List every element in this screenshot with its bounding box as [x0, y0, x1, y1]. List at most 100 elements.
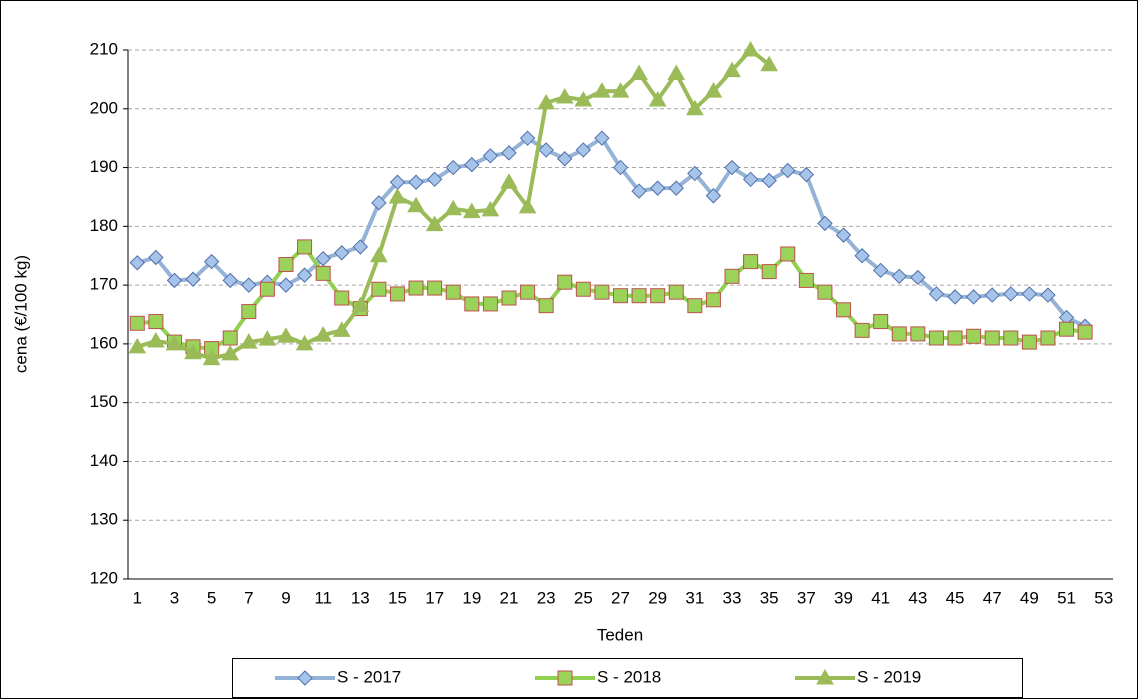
- marker: [1040, 287, 1056, 303]
- marker: [854, 248, 870, 264]
- x-tick-label: 13: [351, 588, 370, 607]
- marker: [128, 337, 147, 354]
- marker: [743, 254, 759, 270]
- marker: [575, 142, 592, 158]
- marker: [1040, 330, 1056, 346]
- marker: [817, 215, 833, 232]
- marker: [593, 82, 611, 98]
- marker: [408, 280, 424, 296]
- marker: [891, 326, 907, 342]
- marker: [165, 334, 184, 351]
- marker: [854, 322, 870, 338]
- marker: [1003, 330, 1019, 346]
- marker: [705, 292, 721, 308]
- marker: [761, 172, 777, 189]
- marker: [1077, 324, 1093, 340]
- marker: [425, 215, 444, 232]
- marker: [537, 93, 556, 110]
- marker: [278, 277, 294, 293]
- x-tick-label: 5: [207, 588, 216, 607]
- marker: [202, 349, 221, 366]
- marker: [221, 344, 240, 361]
- marker: [277, 327, 295, 343]
- marker: [557, 670, 573, 686]
- marker: [816, 668, 834, 685]
- marker: [297, 670, 313, 686]
- marker: [1059, 321, 1075, 337]
- marker: [296, 267, 313, 283]
- marker: [222, 272, 238, 289]
- marker: [518, 197, 537, 214]
- marker: [724, 159, 740, 176]
- marker: [538, 298, 554, 314]
- marker: [1021, 286, 1038, 302]
- marker: [445, 159, 461, 176]
- x-tick-label: 41: [871, 588, 890, 607]
- x-tick-label: 49: [1020, 588, 1039, 607]
- marker: [426, 171, 443, 188]
- marker: [315, 265, 331, 281]
- marker: [481, 200, 500, 217]
- marker: [501, 290, 517, 306]
- marker: [724, 268, 740, 284]
- marker: [557, 274, 573, 290]
- series-line: [136, 136, 1086, 329]
- y-tick-label: 120: [90, 568, 118, 587]
- marker: [315, 250, 331, 267]
- marker: [482, 148, 499, 164]
- marker: [966, 328, 982, 344]
- x-tick-label: 21: [500, 588, 519, 607]
- x-tick-label: 19: [462, 588, 481, 607]
- legend-box: [232, 658, 1023, 698]
- y-tick-label: 190: [90, 157, 118, 176]
- marker: [1021, 334, 1037, 350]
- legend-label: S - 2017: [337, 667, 401, 686]
- marker: [928, 330, 944, 346]
- marker: [258, 330, 277, 346]
- marker: [984, 330, 1000, 346]
- x-tick-label: 33: [723, 588, 742, 607]
- marker: [295, 334, 314, 351]
- marker: [203, 253, 220, 270]
- x-tick-label: 35: [760, 588, 779, 607]
- x-tick-label: 39: [834, 588, 853, 607]
- x-tick-label: 1: [133, 588, 142, 607]
- marker: [780, 246, 796, 262]
- marker: [166, 272, 183, 289]
- marker: [482, 296, 498, 312]
- marker: [334, 245, 350, 261]
- marker: [184, 343, 202, 360]
- marker: [464, 156, 480, 173]
- marker: [836, 302, 852, 318]
- x-tick-label: 45: [946, 588, 965, 607]
- marker: [928, 286, 945, 302]
- x-tick-label: 15: [388, 588, 407, 607]
- marker: [314, 326, 333, 342]
- marker: [630, 64, 648, 81]
- marker: [185, 271, 201, 287]
- marker: [947, 289, 963, 305]
- marker: [1003, 286, 1019, 302]
- marker: [408, 174, 424, 190]
- marker: [389, 286, 405, 302]
- marker: [668, 284, 684, 300]
- y-tick-label: 160: [90, 333, 118, 352]
- marker: [519, 130, 536, 146]
- marker: [631, 288, 647, 304]
- marker: [388, 187, 407, 204]
- marker: [259, 281, 275, 297]
- marker: [761, 264, 777, 280]
- y-axis-title: cena (€/100 kg): [11, 255, 30, 373]
- x-tick-label: 53: [1094, 588, 1113, 607]
- marker: [631, 183, 647, 199]
- marker: [817, 284, 833, 300]
- marker: [574, 90, 593, 107]
- marker: [241, 277, 257, 293]
- marker: [575, 281, 591, 297]
- marker: [873, 314, 889, 330]
- marker: [872, 262, 889, 279]
- marker: [555, 88, 574, 104]
- marker: [687, 165, 703, 182]
- marker: [668, 180, 684, 196]
- marker: [835, 227, 852, 243]
